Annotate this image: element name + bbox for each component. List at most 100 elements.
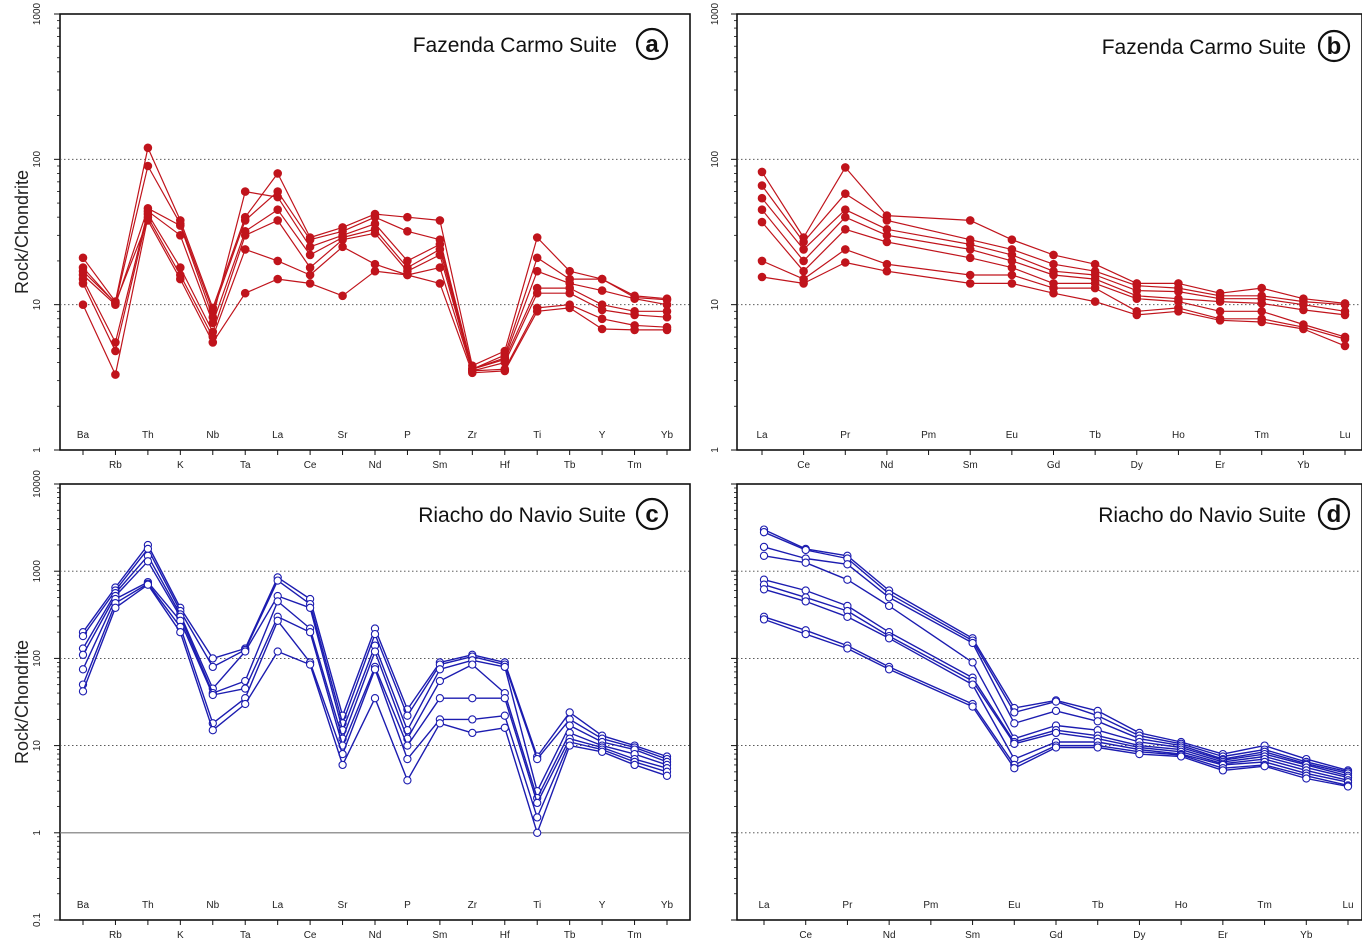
panel-a-category-label: Hf	[500, 460, 510, 471]
panel-a-data-point	[111, 370, 120, 379]
panel-b-data-point	[841, 189, 850, 198]
panel-d-series-line	[763, 555, 1349, 777]
panel-a-category-label: Y	[599, 430, 606, 441]
panel-d-category-label: Ce	[799, 930, 812, 940]
panel-c-category-label: Ba	[77, 900, 90, 911]
panel-a-data-point	[338, 291, 347, 301]
panel-a-data-point	[403, 212, 412, 222]
panel-a-category-label: Sm	[432, 460, 447, 471]
panel-c-data-point	[533, 813, 542, 822]
panel-c-data-point	[500, 694, 509, 703]
panel-b-category-label: Tb	[1089, 430, 1101, 441]
panel-a-data-point	[305, 263, 315, 272]
panel-c-data-point	[305, 603, 315, 612]
panel-b-category-label: Er	[1215, 460, 1226, 471]
panel-d-data-point	[1051, 697, 1061, 706]
panel-b-data-point	[799, 256, 808, 266]
panel-a-category-label: Tb	[564, 460, 576, 471]
panel-a-data-point	[435, 263, 445, 272]
panel-b-data-point	[1215, 307, 1225, 316]
panel-b-category-label: Pm	[921, 430, 936, 441]
panel-b-data-point	[882, 216, 892, 225]
panel-d-frame	[736, 483, 1362, 921]
panel-b-data-point	[757, 256, 767, 266]
panel-a-category-label: K	[177, 460, 184, 471]
panel-b-data-point	[965, 216, 975, 225]
panel-b-series-line	[761, 197, 1346, 312]
panel-d-data-point	[759, 528, 769, 537]
panel-d-data-point	[968, 638, 977, 648]
panel-a-category-label: Sr	[338, 430, 349, 441]
panel-a-data-point	[240, 231, 250, 240]
panel-c-data-point	[78, 665, 88, 674]
panel-c-data-point	[533, 828, 542, 837]
panel-b-data-point	[1174, 307, 1183, 316]
panel-d-category-label: Ho	[1175, 900, 1188, 911]
panel-d-data-point	[884, 634, 894, 643]
panel-d-category-label: Gd	[1049, 930, 1062, 940]
panel-c-category-label: Sm	[432, 930, 447, 940]
panel-d-data-point	[843, 644, 852, 653]
panel-c-title: Riacho do Navio Suite	[418, 504, 626, 527]
panel-a-letter: a	[645, 31, 659, 58]
panel-c-series-line	[82, 581, 668, 804]
panel-a-data-point	[435, 250, 445, 260]
panel-d-data-point	[843, 575, 852, 584]
panel-a-category-label: Nb	[206, 430, 219, 441]
panel-a-letter-circle	[635, 27, 669, 61]
panel-b-data-point	[1090, 283, 1100, 293]
panel-b-data-point	[1215, 297, 1225, 306]
panel-a-data-point	[273, 256, 283, 266]
panel-a-category-label: Ta	[240, 460, 251, 471]
panel-b-data-point	[757, 193, 767, 203]
panel-a-data-point	[305, 279, 315, 288]
panel-a-data-point	[176, 274, 185, 284]
panel-c-data-point	[111, 603, 120, 612]
panel-d-data-point	[759, 551, 769, 560]
panel-c-data-point	[630, 760, 639, 770]
panel-b-ytick-label: 1	[710, 447, 721, 453]
panel-d-category-label: Tm	[1257, 900, 1271, 911]
panel-a-data-point	[370, 229, 380, 238]
panel-c-data-point	[403, 741, 412, 750]
panel-c-category-label: Ta	[240, 930, 251, 940]
panel-a-data-point	[532, 288, 542, 298]
panel-d-data-point	[1010, 764, 1019, 773]
panel-b-frame	[736, 13, 1362, 451]
panel-c-category-label: Nb	[206, 900, 219, 911]
panel-b-ytick-label: 100	[710, 151, 721, 168]
panel-d-series-line	[763, 588, 1349, 783]
panel-c-ytick-label: 10000	[32, 470, 43, 498]
panel-c-data-point	[370, 647, 380, 656]
panel-c-category-label: Sr	[338, 900, 349, 911]
panel-d-series-line	[763, 618, 1349, 788]
panel-d-series-line	[763, 528, 1349, 772]
panel-a-data-point	[240, 187, 250, 196]
panel-d-data-point	[801, 545, 810, 555]
panel-b-data-point	[757, 167, 767, 177]
panel-d-data-point	[968, 658, 977, 667]
panel-c-ylabel: Rock/Chondrite	[12, 640, 32, 764]
panel-a-data-point	[273, 169, 283, 178]
panel-d-series-line	[763, 616, 1349, 787]
panel-b-data-point	[1299, 305, 1308, 315]
panel-a-data-point	[630, 294, 639, 304]
panel-b-data-point	[799, 245, 808, 254]
panel-d-data-point	[801, 586, 810, 595]
panel-c-data-point	[565, 708, 574, 717]
panel-c-category-label: Tb	[564, 930, 576, 940]
panel-b-data-point	[965, 245, 975, 254]
panel-c-data-point	[208, 690, 217, 700]
panel-b-series-line	[761, 209, 1346, 316]
panel-b-series-line	[761, 261, 1346, 347]
panel-d-data-point	[1051, 728, 1061, 738]
panel-d-title: Riacho do Navio Suite	[1098, 504, 1306, 527]
panel-c-data-point	[435, 676, 445, 686]
panel-b-category-label: Gd	[1047, 460, 1060, 471]
panel-b-data-point	[1049, 259, 1058, 269]
panel-d-data-point	[1010, 739, 1019, 748]
panel-a-data-point	[435, 279, 445, 288]
panel-c-data-point	[435, 665, 445, 674]
panel-b-data-point	[1257, 283, 1266, 293]
panel-a-data-point	[273, 274, 283, 284]
